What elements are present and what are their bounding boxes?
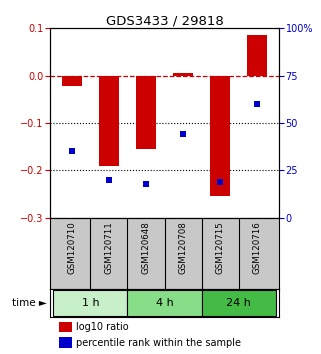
Text: percentile rank within the sample: percentile rank within the sample <box>76 337 241 348</box>
Point <box>143 181 149 187</box>
Title: GDS3433 / 29818: GDS3433 / 29818 <box>106 14 223 27</box>
Point <box>69 149 74 154</box>
Text: time ►: time ► <box>12 298 47 308</box>
Bar <box>247 35 267 76</box>
Bar <box>99 76 119 166</box>
Text: 24 h: 24 h <box>226 298 251 308</box>
Text: GSM120715: GSM120715 <box>215 221 225 274</box>
Text: GSM120710: GSM120710 <box>67 221 76 274</box>
Bar <box>59 322 72 332</box>
Bar <box>127 290 202 316</box>
Text: log10 ratio: log10 ratio <box>76 322 129 332</box>
Text: GSM120648: GSM120648 <box>142 221 151 274</box>
Text: GSM120711: GSM120711 <box>104 221 114 274</box>
Bar <box>136 76 156 149</box>
Bar <box>210 76 230 196</box>
Text: 4 h: 4 h <box>156 298 173 308</box>
Bar <box>173 73 193 76</box>
Text: 1 h: 1 h <box>82 298 99 308</box>
Point <box>255 101 260 107</box>
Point <box>217 179 222 185</box>
Bar <box>54 290 127 316</box>
Bar <box>62 76 82 86</box>
Text: GSM120716: GSM120716 <box>253 221 262 274</box>
Point <box>180 132 186 137</box>
Text: GSM120708: GSM120708 <box>178 221 187 274</box>
Bar <box>202 290 275 316</box>
Point <box>107 177 112 183</box>
Bar <box>59 337 72 348</box>
